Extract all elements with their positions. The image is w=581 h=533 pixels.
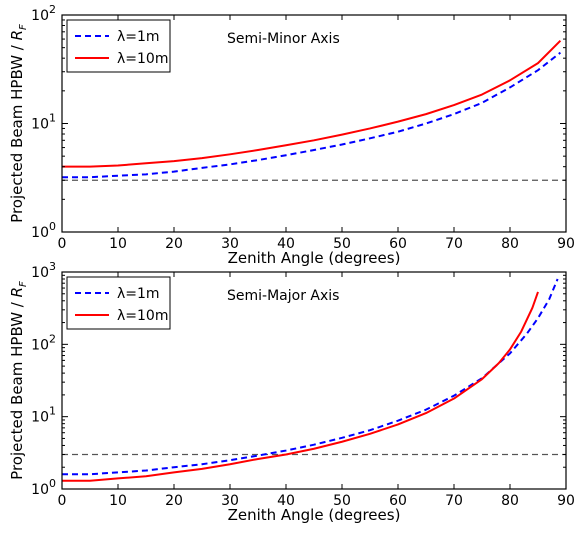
x-tick-label: 90: [557, 493, 575, 509]
x-axis-label: Zenith Angle (degrees): [228, 506, 401, 524]
y-tick-label: 101: [31, 405, 56, 426]
semi-major-axis-panel: 0 10 20 30 40 50 60 70 80 90 100 101 102 103 Zenith An…: [8, 260, 575, 524]
x-tick-label: 20: [165, 236, 183, 252]
legend-label-lambda-10m: λ=10m: [117, 51, 168, 67]
x-tick-label: 40: [277, 236, 295, 252]
series-line-lambda-1m: [62, 278, 559, 476]
legend-box: [66, 19, 171, 73]
x-tick-label: 60: [389, 236, 407, 252]
x-tick-label: 80: [501, 236, 519, 252]
y-tick-label: 100: [31, 220, 56, 241]
x-tick-label: 80: [501, 493, 519, 509]
plot-frame: [61, 271, 567, 490]
legend-label-lambda-10m: λ=10m: [117, 308, 168, 324]
x-tick-label: 60: [389, 493, 407, 509]
series-line-lambda-10m: [62, 291, 539, 482]
panel-annotation: Semi-Minor Axis: [227, 31, 340, 47]
y-axis-label: Projected Beam HPBW / RF: [8, 281, 29, 480]
series-line-lambda-10m: [62, 39, 562, 168]
series-line-lambda-1m: [62, 51, 562, 179]
y-tick-label: 100: [31, 477, 56, 498]
x-tick-label: 70: [445, 236, 463, 252]
panel-annotation: Semi-Major Axis: [227, 288, 339, 304]
x-tick-label: 70: [445, 493, 463, 509]
y-tick-label: 102: [31, 332, 56, 353]
x-tick-label: 0: [58, 236, 67, 252]
legend-box: [66, 276, 171, 330]
legend-label-lambda-1m: λ=1m: [117, 29, 160, 45]
x-tick-label: 10: [109, 493, 127, 509]
semi-minor-axis-panel: 0 10 20 30 40 50 60 70 80 90 100 101 102 Zenith Angle…: [8, 3, 575, 267]
x-tick-label: 0: [58, 493, 67, 509]
y-tick-label: 102: [31, 3, 56, 24]
y-axis-label: Projected Beam HPBW / RF: [8, 24, 29, 223]
x-tick-label: 90: [557, 236, 575, 252]
x-tick-label: 40: [277, 493, 295, 509]
x-tick-label: 30: [221, 236, 239, 252]
x-tick-label: 20: [165, 493, 183, 509]
x-tick-label: 30: [221, 493, 239, 509]
y-tick-label: 101: [31, 112, 56, 133]
x-axis-label: Zenith Angle (degrees): [228, 249, 401, 267]
legend-label-lambda-1m: λ=1m: [117, 286, 160, 302]
x-tick-label: 50: [333, 493, 351, 509]
y-tick-label: 103: [31, 260, 56, 281]
x-tick-label: 50: [333, 236, 351, 252]
x-tick-label: 10: [109, 236, 127, 252]
